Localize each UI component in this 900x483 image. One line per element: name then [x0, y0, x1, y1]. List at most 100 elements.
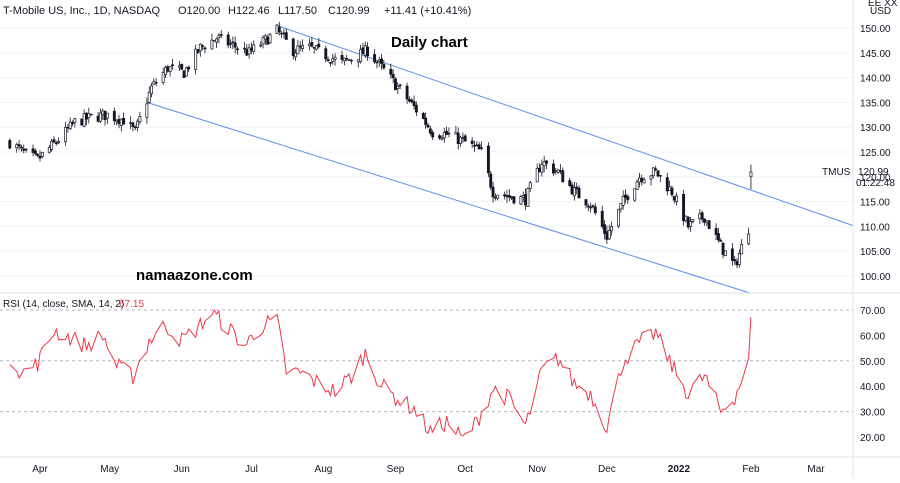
candle[interactable]	[654, 166, 658, 172]
candle[interactable]	[80, 118, 84, 126]
candle[interactable]	[414, 101, 418, 117]
candle[interactable]	[721, 242, 725, 259]
candle[interactable]	[345, 54, 349, 62]
candle[interactable]	[284, 28, 288, 41]
candle[interactable]	[54, 140, 58, 146]
candle[interactable]	[252, 40, 256, 55]
candle[interactable]	[71, 120, 74, 127]
candle[interactable]	[447, 127, 451, 138]
candle[interactable]	[210, 33, 214, 50]
candle[interactable]	[398, 83, 402, 90]
candle[interactable]	[405, 82, 409, 104]
candle[interactable]	[707, 220, 711, 230]
candle[interactable]	[19, 144, 23, 152]
candle[interactable]	[373, 49, 377, 64]
candle[interactable]	[89, 113, 93, 116]
candle[interactable]	[440, 135, 444, 141]
candle[interactable]	[394, 77, 397, 91]
candle[interactable]	[296, 40, 300, 55]
candle[interactable]	[621, 190, 625, 210]
candle[interactable]	[528, 180, 532, 192]
candle[interactable]	[600, 205, 604, 230]
candle[interactable]	[168, 66, 172, 77]
candle[interactable]	[470, 137, 474, 148]
candle[interactable]	[150, 82, 153, 98]
candle[interactable]	[203, 46, 207, 54]
candle[interactable]	[617, 208, 620, 229]
candle[interactable]	[412, 95, 416, 110]
candle[interactable]	[243, 42, 246, 54]
candle[interactable]	[723, 250, 727, 257]
candle[interactable]	[619, 203, 623, 213]
rsi-line[interactable]	[9, 308, 752, 437]
candle[interactable]	[217, 32, 221, 44]
candle[interactable]	[593, 203, 597, 216]
candle[interactable]	[561, 167, 565, 183]
candle[interactable]	[700, 210, 704, 223]
candle[interactable]	[391, 69, 395, 84]
candle[interactable]	[328, 61, 332, 67]
candle[interactable]	[714, 223, 718, 241]
candle[interactable]	[170, 58, 174, 70]
candle[interactable]	[291, 37, 295, 60]
candle[interactable]	[442, 127, 446, 143]
candle[interactable]	[24, 148, 28, 153]
candle[interactable]	[591, 204, 595, 209]
candle[interactable]	[82, 109, 86, 128]
candle[interactable]	[236, 46, 239, 55]
candle[interactable]	[552, 159, 555, 176]
candle[interactable]	[259, 41, 263, 48]
price-axis[interactable]: 100.00 105.00 110.00 115.00 120.00 125.00 130.…	[860, 24, 891, 283]
candle[interactable]	[105, 112, 109, 124]
candle[interactable]	[540, 159, 544, 177]
candle[interactable]	[542, 155, 546, 173]
candle[interactable]	[689, 217, 692, 232]
candle[interactable]	[719, 238, 723, 242]
candle[interactable]	[194, 44, 198, 75]
candle[interactable]	[382, 59, 386, 70]
candle[interactable]	[665, 172, 669, 196]
candle[interactable]	[635, 179, 639, 190]
candle[interactable]	[410, 98, 414, 104]
candle[interactable]	[315, 45, 318, 51]
candle[interactable]	[607, 224, 611, 241]
candle[interactable]	[68, 117, 72, 131]
candle[interactable]	[568, 177, 572, 187]
candle[interactable]	[268, 33, 272, 45]
symbol-label[interactable]: T-Mobile US, Inc., 1D, NASDAQ	[3, 5, 161, 17]
candle[interactable]	[233, 36, 237, 54]
candle[interactable]	[326, 56, 330, 63]
candle[interactable]	[226, 31, 230, 49]
candle[interactable]	[122, 112, 126, 125]
candle[interactable]	[380, 53, 383, 70]
candle[interactable]	[87, 107, 91, 124]
candle[interactable]	[737, 249, 741, 268]
candle[interactable]	[229, 39, 232, 49]
candle[interactable]	[396, 82, 400, 95]
candle[interactable]	[675, 192, 679, 206]
candle[interactable]	[716, 228, 720, 243]
candle[interactable]	[340, 50, 344, 64]
candle[interactable]	[577, 185, 581, 199]
candle[interactable]	[512, 196, 516, 205]
candle[interactable]	[64, 121, 68, 146]
rsi-axis[interactable]: 20.00 30.00 40.00 50.00 60.00 70.00	[860, 306, 885, 444]
candle[interactable]	[333, 53, 337, 66]
candle[interactable]	[57, 137, 61, 145]
candle[interactable]	[17, 140, 21, 151]
candle[interactable]	[389, 63, 393, 79]
candle[interactable]	[184, 66, 188, 77]
currency-label[interactable]: USD	[870, 6, 891, 17]
candle[interactable]	[428, 125, 432, 136]
candle[interactable]	[603, 219, 607, 240]
candle[interactable]	[73, 118, 77, 128]
candle[interactable]	[40, 151, 44, 159]
candle[interactable]	[349, 58, 353, 65]
candle[interactable]	[421, 112, 425, 120]
candle[interactable]	[8, 138, 12, 150]
candle[interactable]	[277, 21, 281, 36]
candle[interactable]	[161, 67, 165, 85]
candle[interactable]	[131, 121, 135, 132]
candle[interactable]	[535, 163, 539, 183]
